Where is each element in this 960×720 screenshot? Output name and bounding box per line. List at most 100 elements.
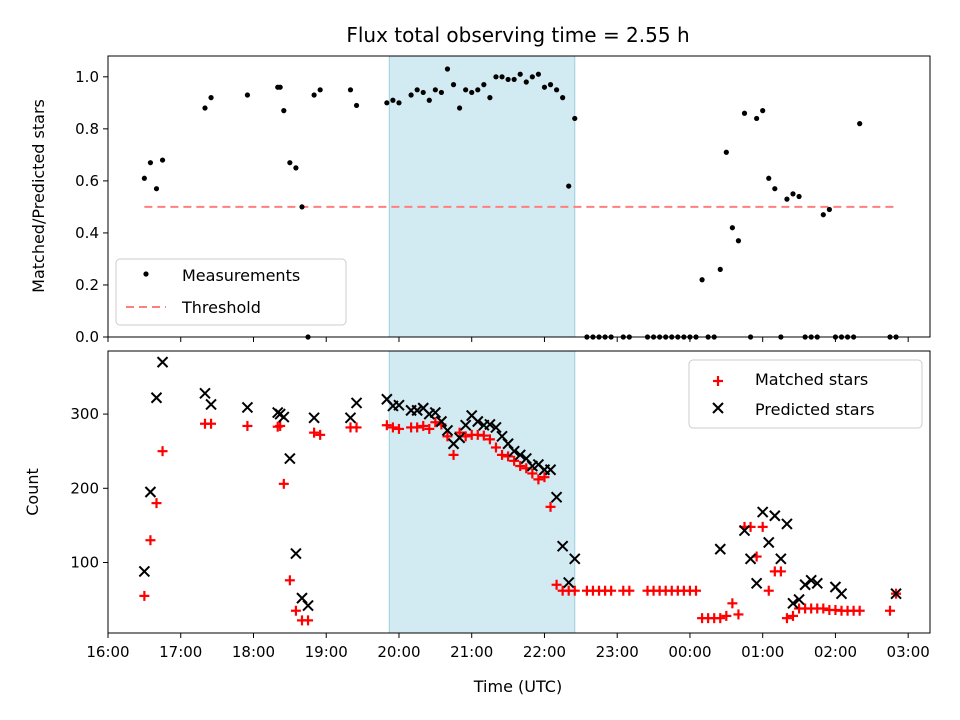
measurement-point <box>857 121 863 127</box>
measurement-point <box>287 160 293 166</box>
measurement-point <box>699 277 705 283</box>
measurement-point <box>820 212 826 218</box>
measurement-point <box>147 160 154 166</box>
predicted-star-point <box>787 597 799 610</box>
predicted-star-point <box>344 412 357 424</box>
predicted-star-point <box>453 432 466 444</box>
predicted-star-point <box>484 418 496 431</box>
y-tick-label: 0.4 <box>75 224 99 242</box>
measurement-point <box>493 74 499 80</box>
predicted-star-point <box>241 401 254 414</box>
x-tick-label: 03:00 <box>887 643 930 661</box>
matched-star-point <box>381 420 392 431</box>
legend-measurements-marker <box>143 271 149 277</box>
x-tick-label: 22:00 <box>523 643 566 661</box>
x-tick-label: 23:00 <box>596 643 639 661</box>
predicted-star-point <box>490 421 502 434</box>
predicted-star-point <box>744 553 757 565</box>
predicted-star-point <box>350 397 363 409</box>
legend-threshold-label: Threshold <box>181 298 261 317</box>
predicted-star-point <box>544 464 557 476</box>
matched-star-point <box>490 442 501 453</box>
measurement-point <box>202 105 208 111</box>
predicted-star-point <box>429 406 442 419</box>
measurement-point <box>281 108 287 114</box>
measurement-point <box>450 82 457 88</box>
predicted-star-point <box>435 415 448 428</box>
measurement-point <box>529 74 535 80</box>
matched-star-point <box>448 449 459 460</box>
top-legend-frame <box>115 258 347 326</box>
predicted-star-point <box>278 411 290 423</box>
matched-star-point <box>430 417 441 428</box>
matched-star-point <box>478 430 489 441</box>
predicted-star-point <box>459 419 472 431</box>
measurement-point <box>784 196 790 202</box>
measurement-point <box>420 89 426 96</box>
predicted-star-point <box>550 491 563 503</box>
measurement-point <box>754 115 760 122</box>
matched-star-point <box>139 590 150 601</box>
y-tick-label: 0.6 <box>75 172 99 190</box>
matched-star-point <box>715 613 726 624</box>
predicted-star-point <box>563 576 575 589</box>
matched-star-point <box>351 422 362 433</box>
matched-star-point <box>393 423 404 434</box>
top-axes-frame <box>107 55 931 338</box>
measurement-point <box>717 266 723 272</box>
measurement-point <box>293 165 299 171</box>
measurement-point <box>311 92 317 98</box>
bottom-legend: Matched stars Predicted stars <box>688 359 923 429</box>
measurement-point <box>766 175 772 181</box>
matched-star-point <box>242 420 253 431</box>
predicted-star-point <box>284 452 296 465</box>
predicted-star-point <box>472 415 484 428</box>
x-axis-label: Time (UTC) <box>473 677 562 696</box>
measurement-point <box>487 95 493 101</box>
measurement-point <box>153 186 160 192</box>
bottom-panel: 100 200 300 16:00 17:00 18:00 19:00 20:00 21:00… <box>23 350 931 696</box>
measurement-point <box>499 74 505 80</box>
matched-star-point <box>545 501 556 512</box>
predicted-star-point <box>811 577 823 589</box>
measurement-point <box>463 87 469 93</box>
measurement-point <box>826 206 832 213</box>
predicted-star-point <box>775 553 787 565</box>
legend-matched-marker <box>713 376 723 386</box>
measurement-point <box>277 84 283 90</box>
measurement-point <box>541 84 548 90</box>
measurement-point <box>432 87 438 93</box>
matched-star-point <box>290 605 301 616</box>
predicted-star-point <box>150 392 163 404</box>
legend-matched-label: Matched stars <box>755 370 868 389</box>
measurement-point <box>159 157 166 163</box>
measurement-point <box>208 95 214 101</box>
measurement-point <box>535 71 541 77</box>
predicted-star-point <box>556 540 569 552</box>
predicted-star-point <box>835 587 848 600</box>
matched-star-point <box>278 478 289 489</box>
matched-star-point <box>275 420 286 431</box>
matched-star-point <box>412 422 423 433</box>
matched-star-point <box>454 427 465 438</box>
matched-star-point <box>691 585 702 596</box>
measurement-point <box>475 87 481 93</box>
matched-star-point <box>788 610 798 621</box>
measurement-point <box>141 175 147 181</box>
x-tick-label: 17:00 <box>159 643 202 661</box>
predicted-star-point <box>308 412 320 424</box>
y-tick-label: 300 <box>70 405 99 423</box>
measurement-point <box>384 100 390 106</box>
matched-star-point <box>733 609 744 620</box>
legend-predicted-label: Predicted stars <box>755 400 875 419</box>
predicted-star-point <box>750 577 763 589</box>
measurement-point <box>456 105 463 111</box>
predicted-star-point <box>763 536 775 549</box>
measurement-point <box>572 115 578 122</box>
y-tick-label: 100 <box>70 554 99 572</box>
legend-measurements-label: Measurements <box>182 266 300 285</box>
measurement-point <box>444 66 451 72</box>
predicted-star-point <box>290 547 302 560</box>
measurement-point <box>760 108 766 114</box>
